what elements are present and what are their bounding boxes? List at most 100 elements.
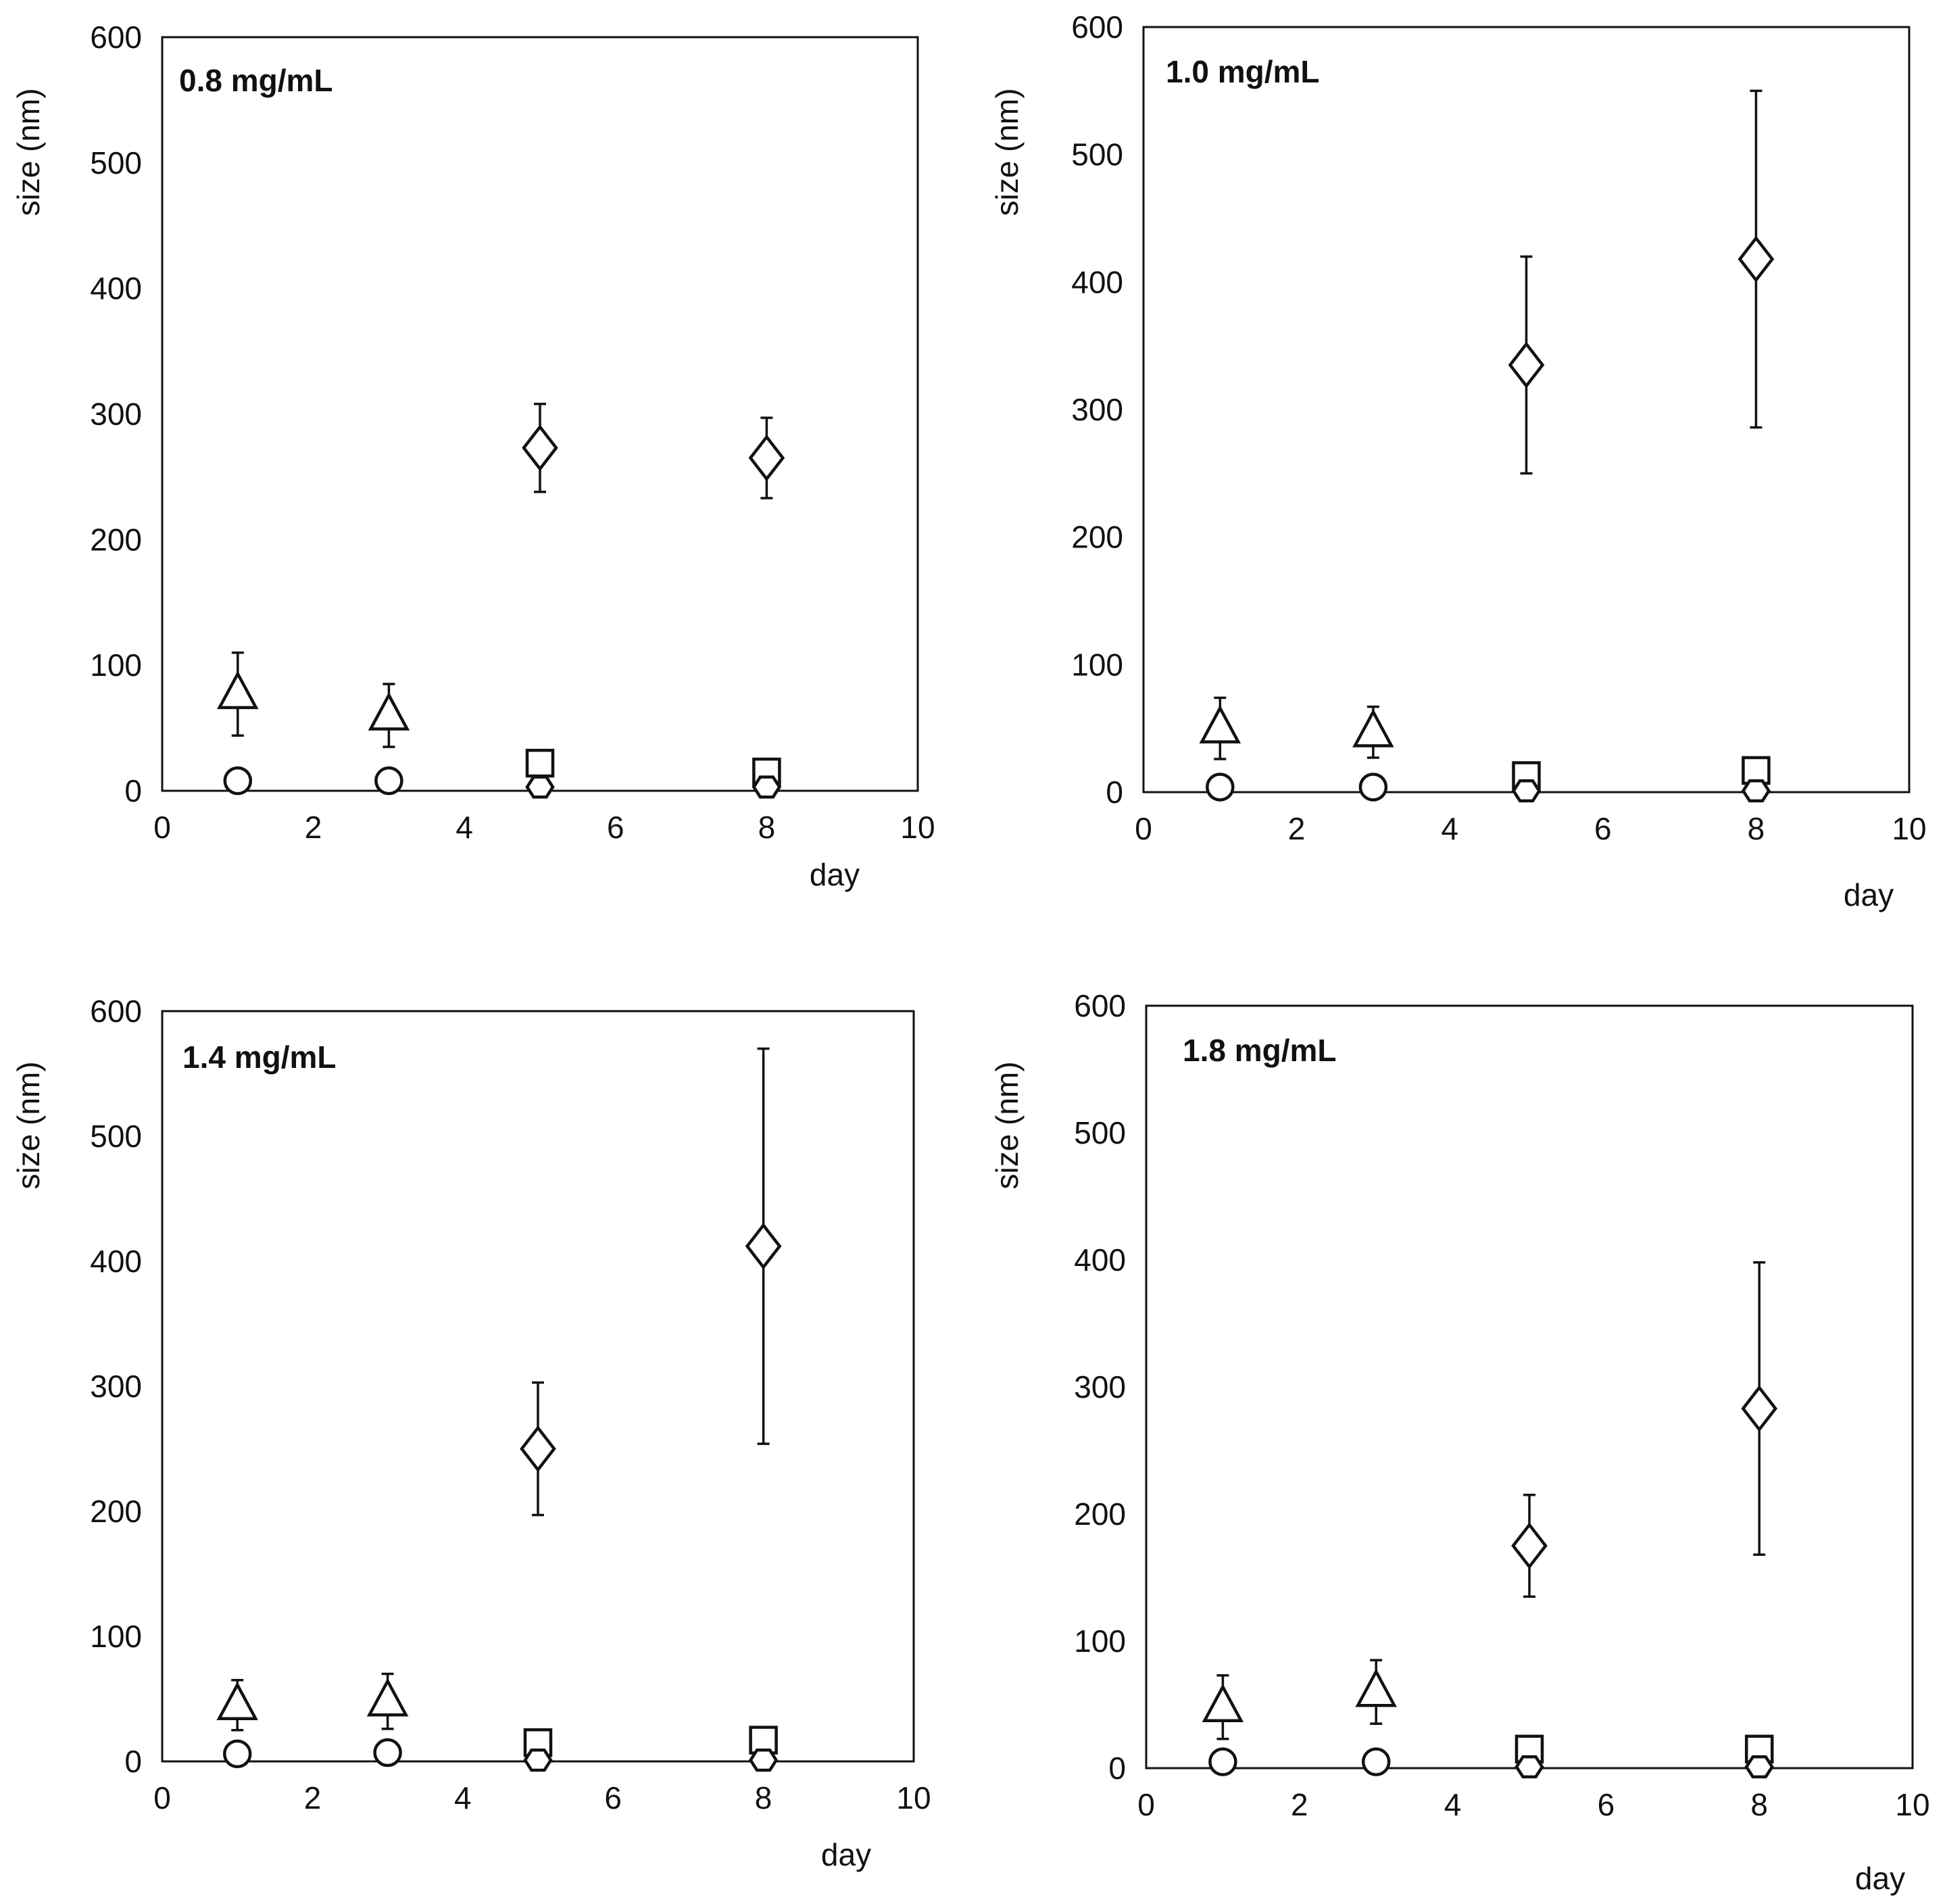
series-triangle [1202, 1659, 1397, 1740]
y-axis-title: size (nm) [11, 88, 46, 216]
diamond-point [745, 1223, 782, 1270]
series-diamond [1511, 1261, 1778, 1598]
x-tick-label: 4 [456, 810, 473, 845]
y-tick-label: 600 [1074, 988, 1126, 1023]
triangle-point [366, 1678, 409, 1717]
series-circle [223, 766, 403, 796]
x-tick-label: 2 [304, 1780, 322, 1815]
y-axis-title: size (nm) [989, 88, 1025, 216]
series-triangle [217, 651, 410, 748]
y-tick-label: 400 [90, 1244, 142, 1279]
diamond-point [748, 434, 785, 482]
y-tick-label: 100 [90, 1619, 142, 1654]
y-tick-label: 200 [1074, 1496, 1126, 1532]
chart-panel-2: 0 100 200 300 400 500 600 0 2 4 6 8 10 day size (nm) 1.… [989, 9, 1927, 912]
x-tick-label: 8 [758, 810, 776, 845]
triangle-point [1199, 704, 1241, 743]
circle-point [223, 766, 253, 796]
series-triangle [1199, 696, 1394, 760]
diamond-point [1511, 1522, 1548, 1569]
hexagon-point [752, 775, 782, 799]
x-tick-label: 6 [1598, 1787, 1615, 1822]
x-tick-label: 2 [305, 810, 322, 845]
y-tick-label: 200 [90, 1494, 142, 1529]
y-tick-label: 500 [90, 1119, 142, 1154]
triangle-point [216, 1682, 258, 1720]
x-axis-title: day [1844, 877, 1894, 912]
circle-point [1206, 773, 1235, 802]
x-tick-label: 2 [1288, 811, 1306, 846]
circle-point [1361, 1747, 1391, 1776]
x-tick-label: 6 [1594, 811, 1612, 846]
circle-point [222, 1739, 252, 1769]
y-axis-title: size (nm) [11, 1061, 46, 1189]
diamond-point [520, 1425, 556, 1473]
diamond-point [1738, 235, 1775, 283]
y-tick-label: 400 [90, 271, 142, 306]
y-tick-label: 300 [90, 397, 142, 432]
series-hexagon [525, 775, 782, 799]
hexagon-point [1741, 779, 1771, 803]
y-tick-label: 100 [90, 648, 142, 683]
y-tick-label: 400 [1074, 1242, 1126, 1277]
x-tick-label: 6 [607, 810, 624, 845]
y-tick-label: 0 [1106, 775, 1123, 810]
x-tick-label: 8 [1748, 811, 1765, 846]
y-tick-label: 100 [1074, 1624, 1126, 1659]
x-tick-label: 10 [900, 810, 935, 845]
y-tick-label: 600 [90, 20, 142, 55]
y-tick-label: 300 [1074, 1369, 1126, 1405]
series-circle [222, 1738, 402, 1769]
panel-title: 1.4 mg/mL [182, 1040, 337, 1075]
y-tick-label: 600 [90, 994, 142, 1029]
x-axis-title: day [821, 1837, 871, 1872]
triangle-point [217, 670, 259, 710]
hexagon-point [748, 1749, 779, 1772]
y-tick-label: 500 [90, 145, 142, 180]
diamond-point [1741, 1385, 1778, 1432]
y-tick-label: 200 [90, 522, 142, 557]
hexagon-point [1511, 779, 1542, 803]
y-tick-label: 100 [1071, 647, 1123, 682]
series-hexagon [1511, 779, 1771, 803]
diamond-point [1508, 341, 1545, 389]
x-tick-label: 10 [1895, 1787, 1929, 1822]
y-tick-label: 0 [1108, 1751, 1126, 1786]
hexagon-point [523, 1749, 553, 1772]
x-tick-label: 4 [454, 1780, 472, 1815]
circle-point [1358, 773, 1388, 802]
triangle-point [1352, 708, 1394, 748]
y-axis-title: size (nm) [989, 1061, 1025, 1189]
series-circle [1206, 773, 1388, 802]
chart-panel-4: 0 100 200 300 400 500 600 0 2 4 6 8 10 day size (nm) 1.… [989, 988, 1930, 1896]
series-circle [1208, 1747, 1391, 1776]
hexagon-point [1515, 1755, 1544, 1779]
chart-panel-3: 0 100 200 300 400 500 600 0 2 4 6 8 10 day size (nm) 1.… [11, 994, 931, 1872]
y-tick-label: 400 [1071, 264, 1123, 299]
diamond-point [522, 424, 558, 472]
triangle-point [368, 691, 410, 731]
x-tick-label: 10 [896, 1780, 931, 1815]
chart-panel-1: 0 100 200 300 400 500 600 0 2 4 6 8 10 day size (nm) 0.… [11, 20, 935, 892]
x-tick-label: 10 [1892, 811, 1926, 846]
x-tick-label: 4 [1444, 1787, 1462, 1822]
triangle-point [1355, 1668, 1397, 1707]
square-point [1742, 756, 1771, 785]
x-tick-label: 0 [1135, 811, 1152, 846]
y-tick-label: 300 [90, 1369, 142, 1404]
x-tick-label: 8 [1750, 1787, 1768, 1822]
square-point [525, 748, 555, 778]
circle-point [374, 766, 403, 796]
circle-point [373, 1738, 402, 1767]
triangle-point [1202, 1684, 1244, 1723]
hexagon-point [1744, 1755, 1774, 1779]
series-diamond [522, 402, 785, 499]
panel-title: 0.8 mg/mL [179, 63, 333, 98]
x-tick-label: 0 [153, 1780, 171, 1815]
x-tick-label: 2 [1291, 1787, 1308, 1822]
y-tick-label: 200 [1071, 520, 1123, 555]
y-tick-label: 500 [1071, 137, 1123, 172]
x-tick-label: 6 [604, 1780, 622, 1815]
